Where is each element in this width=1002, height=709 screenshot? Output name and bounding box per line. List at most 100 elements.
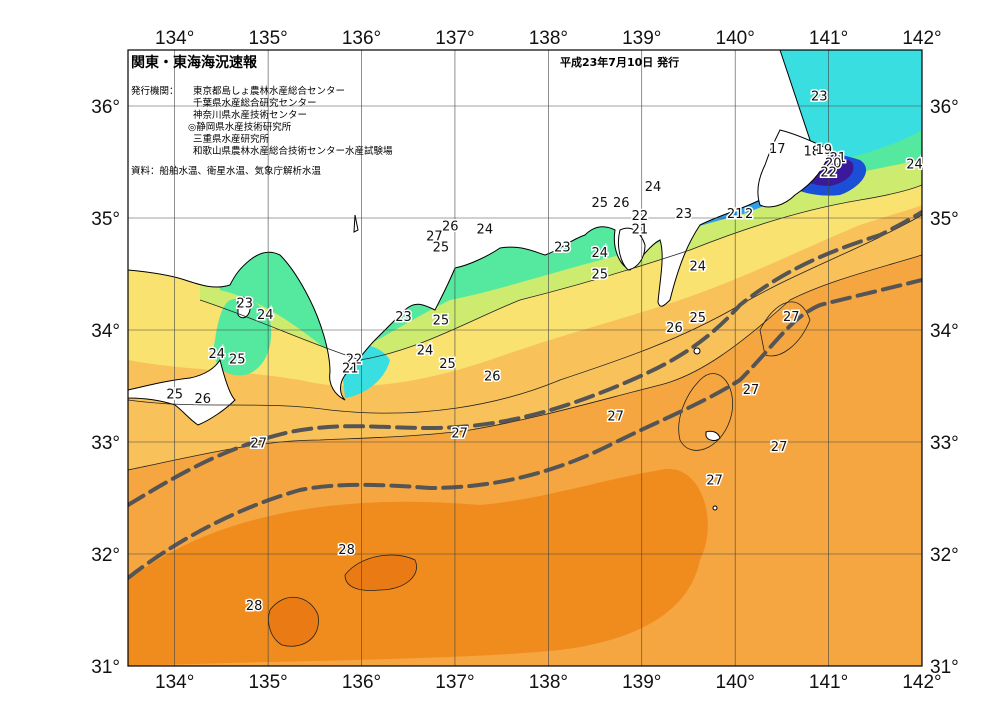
contour-label: 27 bbox=[743, 383, 760, 398]
lon-label-top: 134° bbox=[155, 28, 194, 49]
contour-label: 19 bbox=[816, 143, 833, 158]
lat-label-left: 32° bbox=[91, 545, 120, 566]
lon-label-top: 141° bbox=[809, 28, 848, 49]
contour-label: 26 bbox=[194, 392, 211, 407]
lat-label-right: 36° bbox=[930, 97, 959, 118]
contour-label: 26 bbox=[442, 219, 459, 234]
lat-label-right: 34° bbox=[930, 321, 959, 342]
contour-label: 27 bbox=[706, 474, 723, 489]
land-small-island bbox=[353, 214, 359, 233]
contour-label: 24 bbox=[591, 246, 608, 261]
contour-label: 24 bbox=[257, 308, 274, 323]
contour-label: 24 bbox=[417, 344, 434, 359]
contour-label: 27 bbox=[251, 437, 268, 452]
land-hachijo bbox=[712, 505, 718, 511]
contour-label: 25 bbox=[166, 387, 183, 402]
land-boso bbox=[757, 129, 831, 208]
contour-label: 25 bbox=[591, 196, 608, 211]
map-frame bbox=[127, 49, 923, 667]
contour-label: 25 bbox=[229, 353, 246, 368]
contour-lines bbox=[128, 184, 922, 647]
lat-label-right: 33° bbox=[930, 433, 959, 454]
contour-label: 25 bbox=[433, 313, 450, 328]
contour-label: 26 bbox=[666, 321, 683, 336]
lon-label-bottom: 137° bbox=[435, 672, 474, 693]
data-source: 資料：船舶水温、衛星水温、気象庁解析水温 bbox=[131, 165, 322, 177]
contour-label: 23 bbox=[236, 297, 253, 312]
lon-label-top: 137° bbox=[435, 28, 474, 49]
sst-zone-28-core-b bbox=[268, 597, 319, 647]
contour-label: 24 bbox=[645, 180, 662, 195]
lon-label-top: 135° bbox=[248, 28, 287, 49]
contour-label: 21 bbox=[727, 207, 744, 222]
lat-label-left: 33° bbox=[91, 433, 120, 454]
sst-zone-west-23 bbox=[213, 298, 272, 376]
lon-label-top: 136° bbox=[342, 28, 381, 49]
land-oshima bbox=[693, 347, 701, 355]
contour-label: 18 bbox=[804, 144, 821, 159]
kuroshio-path bbox=[128, 210, 922, 580]
contour-label: 22 bbox=[346, 353, 363, 368]
contour-label: 21 bbox=[830, 151, 847, 166]
issuer-2: 千葉県水産総合研究センター bbox=[193, 97, 317, 109]
contour-label: 24 bbox=[477, 223, 494, 238]
contour-label: 2 bbox=[745, 207, 753, 222]
contour-label: 27 bbox=[607, 410, 624, 425]
issue-date: 平成23年7月10日 発行 bbox=[560, 55, 679, 69]
lon-label-top: 140° bbox=[716, 28, 755, 49]
contour-label: 26 bbox=[613, 196, 630, 211]
lon-label-top: 138° bbox=[529, 28, 568, 49]
kuroshio-south-edge bbox=[128, 278, 922, 580]
lon-label-top: 139° bbox=[622, 28, 661, 49]
land bbox=[128, 50, 831, 511]
contour-label: 26 bbox=[484, 369, 501, 384]
lat-label-left: 31° bbox=[91, 657, 120, 678]
lat-label-right: 35° bbox=[930, 209, 959, 230]
contour-label: 23 bbox=[395, 310, 412, 325]
lon-label-bottom: 141° bbox=[809, 672, 848, 693]
lat-label-left: 35° bbox=[91, 209, 120, 230]
land-awaji bbox=[237, 296, 251, 319]
contour-label: 25 bbox=[433, 241, 450, 256]
contour-label: 21 bbox=[632, 223, 649, 238]
lat-label-right: 32° bbox=[930, 545, 959, 566]
kuroshio-north-edge bbox=[128, 210, 922, 507]
contour-label: 25 bbox=[439, 357, 456, 372]
lat-label-left: 34° bbox=[91, 321, 120, 342]
lon-label-top: 142° bbox=[902, 28, 941, 49]
axis-labels: 134° 134° 135° 135° 136° 136° 137° 137° 138° 138°… bbox=[91, 28, 958, 693]
contour-label: 25 bbox=[690, 311, 707, 326]
lon-label-bottom: 136° bbox=[342, 672, 381, 693]
lon-label-bottom: 138° bbox=[529, 672, 568, 693]
contour-label: 27 bbox=[783, 310, 800, 325]
contour-label: 27 bbox=[451, 427, 468, 442]
contour-label: 22 bbox=[632, 209, 649, 224]
lon-label-bottom: 140° bbox=[716, 672, 755, 693]
contour-label: 27 bbox=[771, 440, 788, 455]
contour-label: 21 bbox=[342, 362, 359, 377]
issuer-3: 神奈川県水産技術センター bbox=[193, 109, 307, 121]
lon-label-bottom: 139° bbox=[622, 672, 661, 693]
land-izu bbox=[617, 227, 646, 271]
map-title: 関東・東海海況速報 bbox=[131, 54, 258, 71]
contour-label: 24 bbox=[208, 347, 225, 362]
issuer-5: 三重県水産研究所 bbox=[193, 133, 270, 145]
lat-label-left: 36° bbox=[91, 97, 120, 118]
lon-label-bottom: 134° bbox=[155, 672, 194, 693]
contour-label: 28 bbox=[246, 599, 263, 614]
lat-lon-grid bbox=[128, 50, 922, 666]
issuer-4: ◎静岡県水産技術研究所 bbox=[188, 121, 292, 133]
contour-label: 23 bbox=[811, 89, 828, 104]
issuers-label: 発行機関： bbox=[131, 85, 179, 97]
contour-label: 23 bbox=[554, 241, 571, 256]
lon-label-bottom: 142° bbox=[902, 672, 941, 693]
contour-label: 25 bbox=[591, 267, 608, 282]
contour-label: 28 bbox=[338, 543, 355, 558]
land-honshu bbox=[128, 50, 811, 401]
contour-label: 23 bbox=[676, 207, 693, 222]
sst-zone-28-core-a bbox=[345, 555, 417, 591]
contour-label: 22 bbox=[820, 166, 837, 181]
contour-label: 24 bbox=[690, 260, 707, 275]
